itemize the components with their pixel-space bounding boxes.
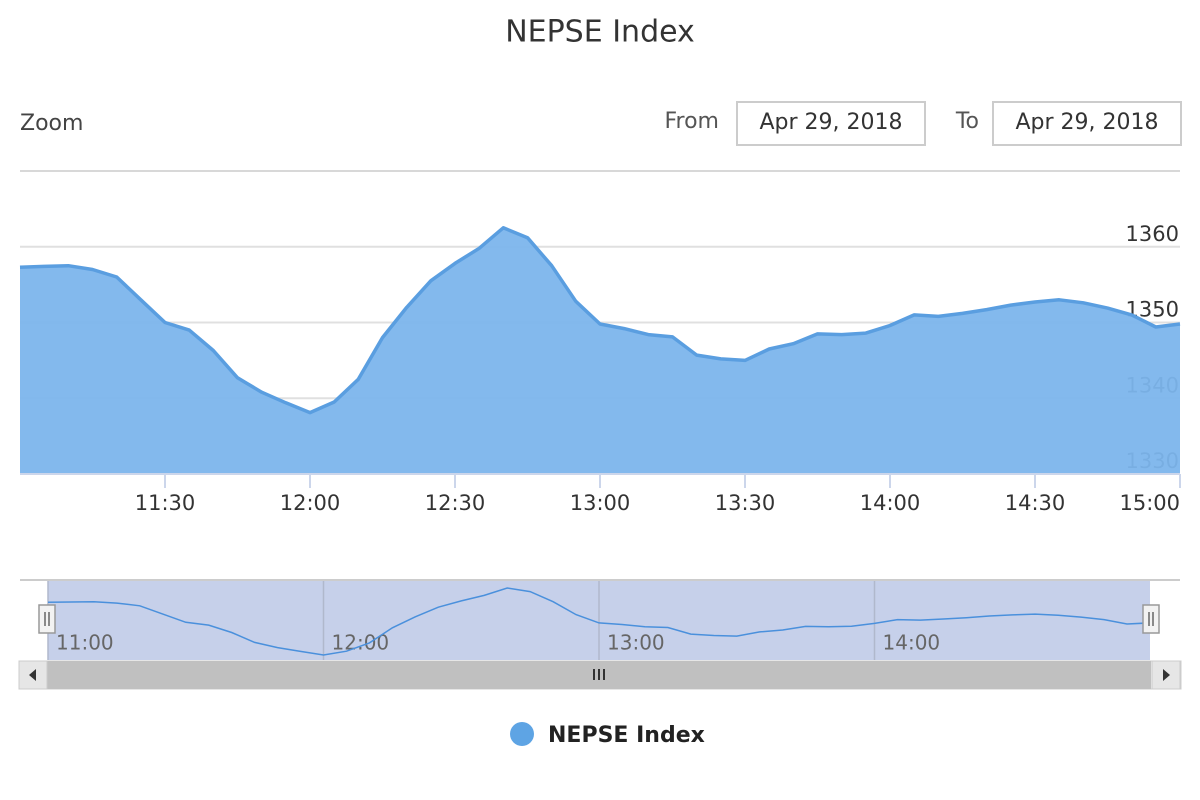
- chart-title: NEPSE Index: [505, 15, 695, 50]
- navigator-tick-label: 14:00: [883, 631, 941, 655]
- navigator-handle[interactable]: [1142, 604, 1160, 634]
- navigator-tick-label: 11:00: [56, 631, 114, 655]
- scroll-right-arrow: [1163, 669, 1170, 681]
- from-label: From: [664, 109, 719, 134]
- area-fill: [20, 227, 1180, 474]
- scroll-right-button[interactable]: [1151, 660, 1181, 690]
- series-line: [19, 226, 1181, 415]
- x-tick-label: 13:30: [715, 491, 776, 515]
- plot: 133013401350136011:3012:0012:3013:0013:3…: [19, 222, 1181, 515]
- x-tick-label: 15:00: [1119, 491, 1180, 515]
- to-input[interactable]: [992, 101, 1182, 146]
- x-tick-label: 11:30: [135, 491, 196, 515]
- from-input[interactable]: [736, 101, 926, 146]
- x-tick-label: 12:30: [425, 491, 486, 515]
- navigator-tick-label: 13:00: [607, 631, 665, 655]
- navigator: 11:00 12:00 13:00 14:00: [38, 581, 1160, 660]
- legend-symbol: [510, 722, 534, 746]
- x-tick-label: 13:00: [570, 491, 631, 515]
- navigator-line: [47, 587, 1151, 656]
- legend[interactable]: NEPSE Index: [510, 722, 705, 748]
- navigator-handle[interactable]: [38, 604, 56, 634]
- y-tick-label: 1360: [1126, 222, 1179, 246]
- x-tick-label: 12:00: [280, 491, 341, 515]
- scroll-left-arrow: [29, 669, 36, 681]
- scrollbar-grip: [593, 669, 605, 680]
- navigator-tick-label: 12:00: [332, 631, 390, 655]
- from-value[interactable]: Apr 29, 2018: [759, 110, 902, 135]
- to-label: To: [955, 109, 979, 134]
- x-tick-label: 14:30: [1005, 491, 1066, 515]
- to-value[interactable]: Apr 29, 2018: [1015, 110, 1158, 135]
- legend-label[interactable]: NEPSE Index: [548, 723, 705, 748]
- x-tick-label: 14:00: [860, 491, 921, 515]
- zoom-label: Zoom: [20, 111, 83, 136]
